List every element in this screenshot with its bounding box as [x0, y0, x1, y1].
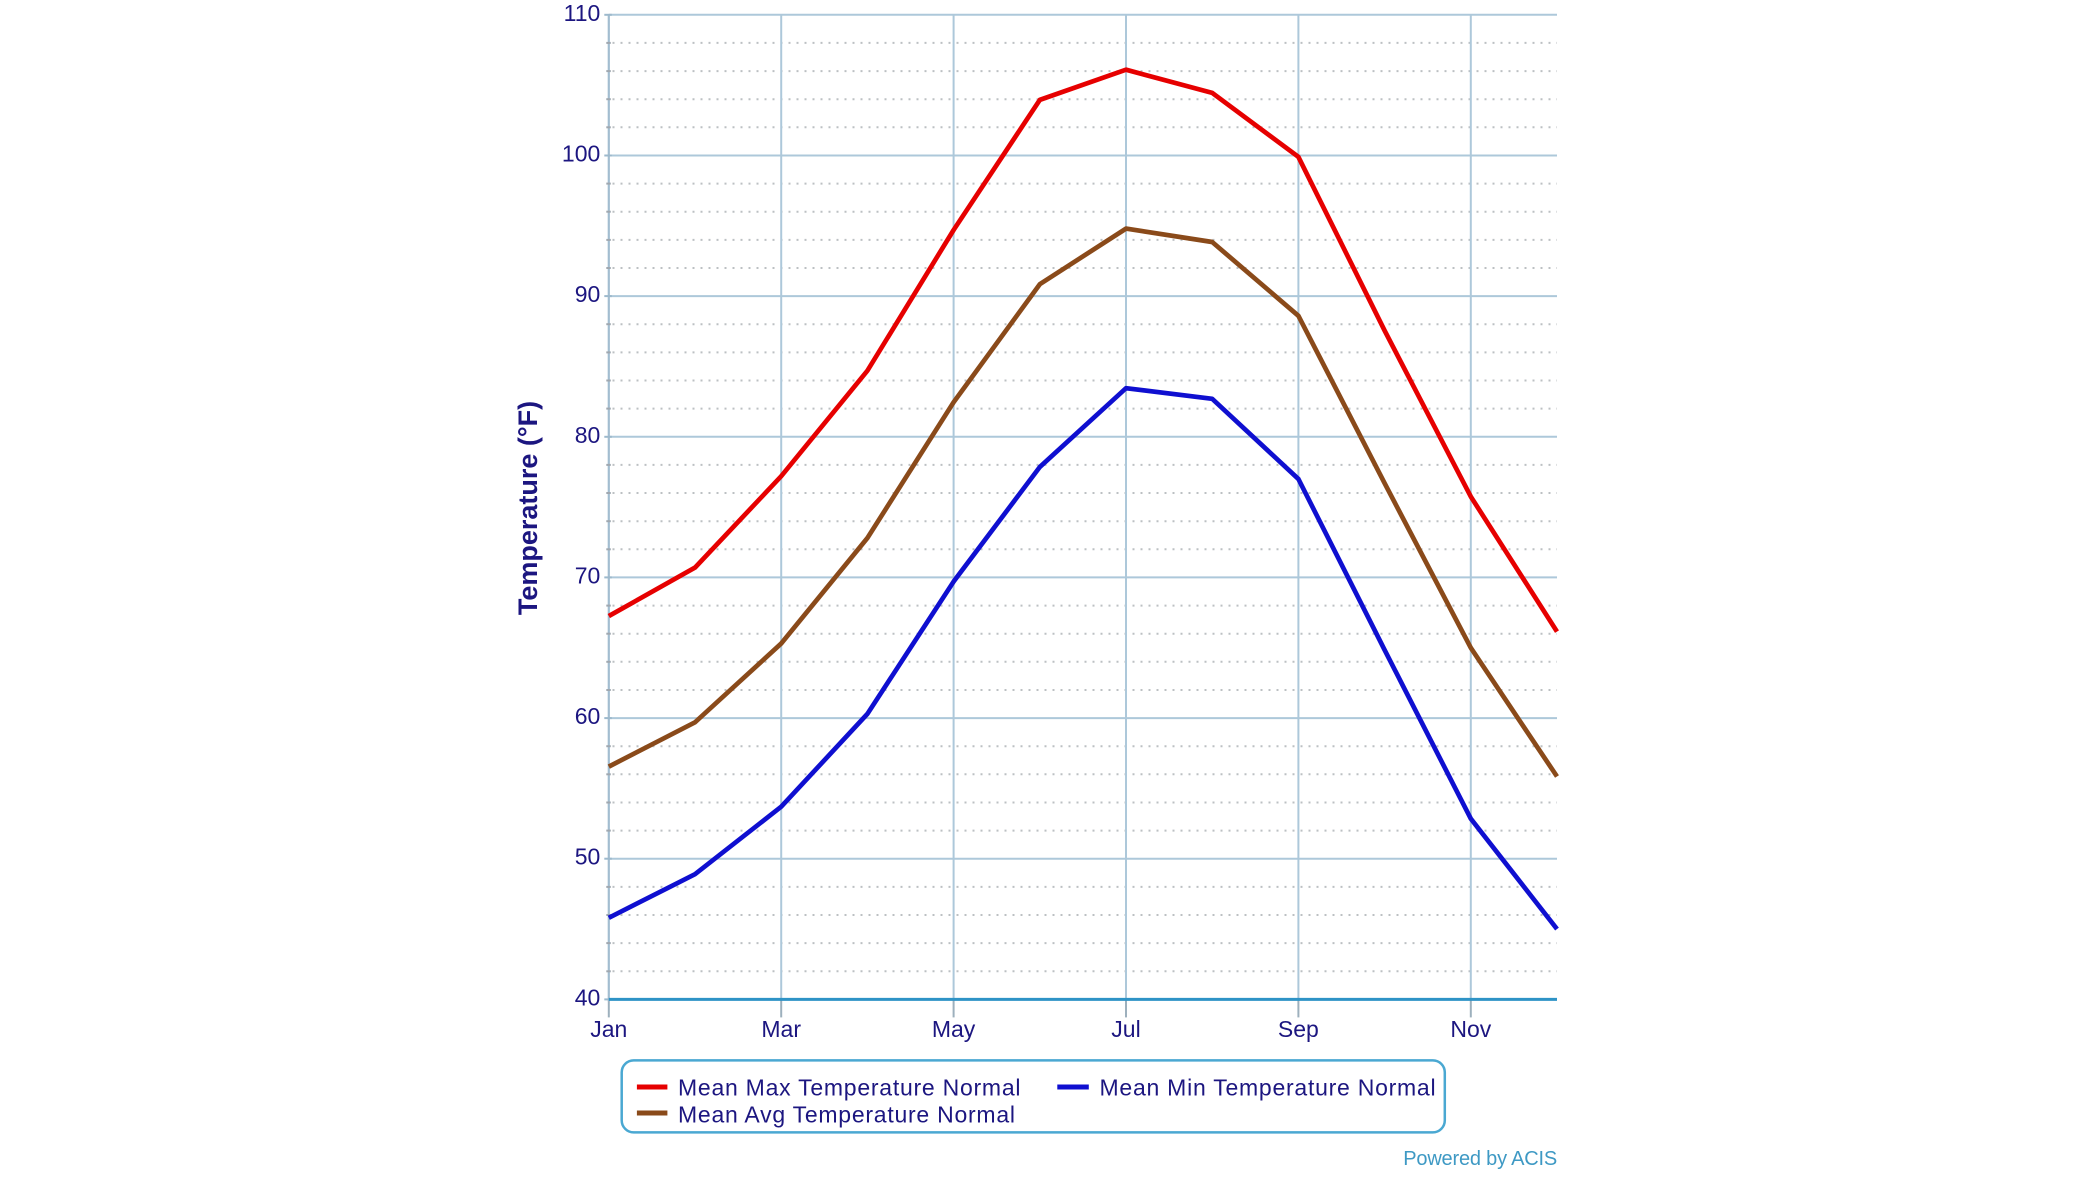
svg-text:40: 40: [575, 984, 601, 1010]
svg-text:Mar: Mar: [761, 1016, 801, 1042]
svg-text:Mean Max Temperature Normal: Mean Max Temperature Normal: [678, 1075, 1021, 1101]
svg-text:100: 100: [562, 141, 600, 167]
svg-text:Jan: Jan: [590, 1016, 627, 1042]
svg-text:Nov: Nov: [1450, 1016, 1491, 1042]
svg-text:Sep: Sep: [1278, 1016, 1319, 1042]
svg-text:Mean Min Temperature Normal: Mean Min Temperature Normal: [1100, 1075, 1437, 1101]
svg-text:70: 70: [575, 562, 601, 588]
svg-text:90: 90: [575, 281, 601, 307]
svg-text:60: 60: [575, 703, 601, 729]
svg-text:Temperature (°F): Temperature (°F): [513, 401, 543, 615]
svg-text:May: May: [932, 1016, 976, 1042]
svg-text:50: 50: [575, 844, 601, 870]
svg-text:Mean Avg Temperature Normal: Mean Avg Temperature Normal: [678, 1102, 1016, 1128]
svg-text:Jul: Jul: [1111, 1016, 1140, 1042]
svg-text:80: 80: [575, 422, 601, 448]
svg-text:Powered by ACIS: Powered by ACIS: [1403, 1148, 1557, 1170]
svg-text:110: 110: [564, 0, 601, 26]
